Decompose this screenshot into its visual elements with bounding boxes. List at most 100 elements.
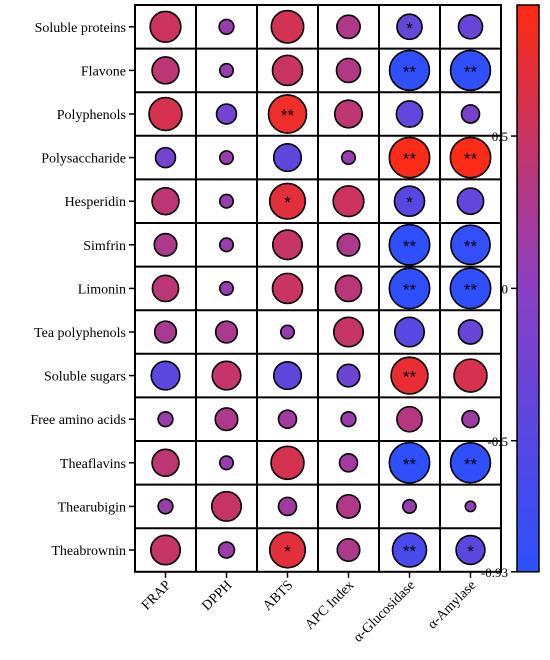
correlation-circle <box>157 411 174 428</box>
correlation-circle <box>271 229 304 261</box>
colorbar-tick-label: -0.5 <box>487 434 508 449</box>
correlation-circle <box>151 448 180 478</box>
correlation-circle <box>214 407 239 432</box>
significance-marker: ** <box>281 106 295 125</box>
correlation-circle <box>401 498 418 514</box>
correlation-circle <box>218 62 235 78</box>
significance-marker: * <box>406 193 413 212</box>
correlation-circle <box>460 104 481 124</box>
correlation-circle <box>272 143 303 173</box>
correlation-circle <box>340 411 357 428</box>
correlation-circle <box>218 280 235 296</box>
correlation-circle <box>277 496 298 517</box>
correlation-circle <box>393 316 426 348</box>
column-label: α-Glucosidase <box>351 578 418 645</box>
colorbar-tick-label: 0 <box>502 281 509 296</box>
correlation-circle <box>456 187 485 216</box>
row-label: Simfrin <box>83 239 126 254</box>
correlation-circle <box>333 99 364 129</box>
correlation-circle <box>277 409 298 430</box>
correlation-circle <box>388 223 431 266</box>
correlation-circle <box>335 57 362 84</box>
correlation-circle <box>218 237 235 253</box>
correlation-circle <box>388 441 431 484</box>
chart-grid <box>134 4 502 573</box>
significance-marker: ** <box>464 280 478 299</box>
correlation-circle <box>151 186 180 216</box>
correlation-circle <box>396 13 423 41</box>
correlation-circle <box>449 267 492 310</box>
colorbar-tick-label: 0.5 <box>492 129 508 144</box>
correlation-circle <box>210 490 243 522</box>
column-label: α-Amylase <box>425 578 479 632</box>
correlation-circle <box>391 532 428 568</box>
significance-marker: ** <box>403 280 417 299</box>
correlation-circle <box>453 358 488 393</box>
row-label: Thearubigin <box>58 500 126 515</box>
correlation-circle <box>449 136 492 179</box>
row-label: Soluble sugars <box>44 370 126 385</box>
correlation-circle <box>218 18 235 35</box>
correlation-circle <box>395 100 424 128</box>
significance-marker: * <box>284 193 291 212</box>
correlation-circle <box>390 356 429 395</box>
significance-marker: ** <box>403 368 417 387</box>
correlation-circle <box>267 94 308 134</box>
column-label: ABTS <box>260 578 296 614</box>
correlation-circle <box>336 493 361 519</box>
correlation-circle <box>450 224 491 266</box>
correlation-circle <box>154 146 177 169</box>
significance-marker: * <box>406 19 413 38</box>
row-label: Free amino acids <box>30 413 126 428</box>
significance-marker: ** <box>403 455 417 474</box>
significance-marker: * <box>467 542 474 561</box>
correlation-circle <box>218 193 235 209</box>
row-label: Tea polyphenols <box>34 326 126 341</box>
significance-marker: ** <box>464 455 478 474</box>
significance-marker: ** <box>403 150 417 169</box>
correlation-circle <box>150 360 181 391</box>
correlation-circle <box>338 452 359 473</box>
correlation-circle <box>218 150 235 166</box>
significance-marker: ** <box>403 237 417 256</box>
correlation-circle <box>271 272 304 305</box>
significance-marker: ** <box>464 150 478 169</box>
chart-circles: *** ****** *** *** **** ****** *** ** * <box>148 9 492 569</box>
row-label: Theaflavins <box>60 457 126 472</box>
correlation-circle <box>461 409 480 429</box>
correlation-circle <box>148 96 183 132</box>
correlation-circle <box>336 537 361 563</box>
correlation-circle <box>151 274 180 303</box>
correlation-circle <box>218 455 235 471</box>
correlation-circle <box>217 541 236 559</box>
correlation-circle <box>393 185 426 218</box>
correlation-circle <box>268 182 307 220</box>
correlation-circle <box>153 320 178 344</box>
correlation-circle <box>214 320 239 344</box>
correlation-circle <box>388 267 431 310</box>
colorbar-bar <box>516 4 540 573</box>
correlation-circle <box>457 13 484 40</box>
row-labels: Soluble proteins Flavone Polyphenols Polysa… <box>30 21 135 559</box>
significance-marker: ** <box>464 62 478 81</box>
row-label: Soluble proteins <box>35 21 126 36</box>
row-label: Hesperidin <box>65 195 126 210</box>
correlation-circle <box>270 445 305 481</box>
correlation-circle <box>272 361 303 391</box>
correlation-circle <box>336 14 361 40</box>
correlation-circle <box>151 56 180 85</box>
correlation-circle <box>336 363 361 388</box>
row-label: Polyphenols <box>57 108 126 123</box>
correlation-circle <box>149 10 182 43</box>
correlation-circle <box>332 185 365 218</box>
correlation-circle <box>449 49 492 92</box>
correlation-circle <box>388 136 431 179</box>
correlation-circle <box>270 9 305 44</box>
correlation-circle <box>457 319 484 345</box>
row-label: Polysaccharide <box>41 152 126 167</box>
correlation-circle <box>271 54 304 87</box>
correlation-circle <box>388 49 431 92</box>
column-label: DPPH <box>199 578 235 614</box>
colorbar: 0.5 0 -0.5 -0.93 <box>481 4 540 580</box>
